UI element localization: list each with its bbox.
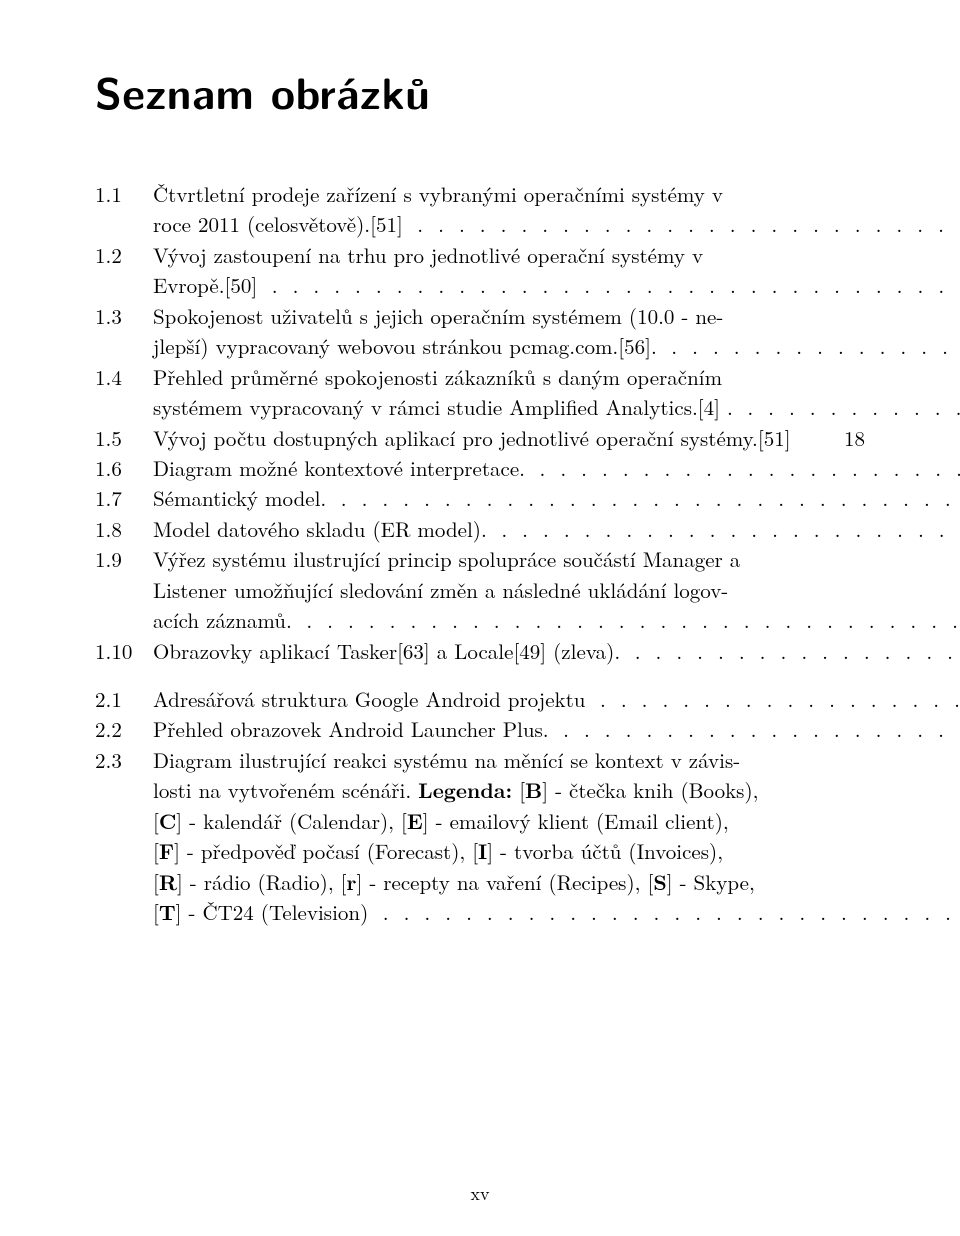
lof-entry-text: Sémantický model. . . . . . . . . . . . … [153, 483, 960, 513]
lof-entry-lasttext: Evropě.[50] [153, 270, 257, 300]
lof-entry-number: 2.3 [95, 745, 153, 775]
lof-entry-text: Přehled obrazovek Android Launcher Plus.… [153, 714, 960, 744]
lof-entry-lastline: Přehled obrazovek Android Launcher Plus.… [153, 714, 960, 744]
lof-entry-lasttext: [T] - ČT24 (Television) [153, 897, 368, 927]
lof-entry: 2.1Adresářová struktura Google Android p… [95, 684, 865, 714]
lof-entry-line: [F] - předpověď počasí (Forecast), [I] -… [153, 836, 960, 866]
lof-entry-line: losti na vytvořeném scénáři. Legenda: [B… [153, 775, 960, 805]
lof-entry-lastline: Vývoj počtu dostupných aplikací pro jedn… [153, 423, 865, 453]
lof-entry-number: 1.5 [95, 423, 153, 453]
lof-entry: 1.1Čtvrtletní prodeje zařízení s vybraný… [95, 179, 865, 240]
lof-entry-lastline: Diagram možné kontextové interpretace. .… [153, 453, 960, 483]
lof-entry-number: 1.4 [95, 362, 153, 392]
lof-entry-lastline: Sémantický model. . . . . . . . . . . . … [153, 483, 960, 513]
lof-entry-lastline: roce 2011 (celosvětově).[51] . . . . . .… [153, 209, 960, 239]
lof-entry: 1.7Sémantický model. . . . . . . . . . .… [95, 483, 865, 513]
lof-entry-page: 18 [827, 423, 865, 453]
lof-entry-number: 1.8 [95, 514, 153, 544]
lof-entry-number: 1.7 [95, 483, 153, 513]
page: Seznam obrázků 1.1Čtvrtletní prodeje zař… [0, 0, 960, 1236]
lof-entry-number: 1.10 [95, 636, 153, 666]
dot-leader: . . . . . . . . . . . . . . . . . . . . … [413, 209, 960, 239]
lof-entry-text: Vývoj počtu dostupných aplikací pro jedn… [153, 423, 865, 453]
lof-entry-lastline: Evropě.[50] . . . . . . . . . . . . . . … [153, 270, 960, 300]
group-gap [95, 666, 865, 684]
lof-entry-text: Přehled průměrné spokojenosti zákazníků … [153, 362, 960, 423]
lof-entry-line: Výřez systému ilustrující princip spolup… [153, 544, 960, 574]
lof-entry-lasttext: Obrazovky aplikací Tasker[63] a Locale[4… [153, 636, 620, 666]
lof-entry-text: Diagram možné kontextové interpretace. .… [153, 453, 960, 483]
lof-entry-lastline: systémem vypracovaný v rámci studie Ampl… [153, 392, 960, 422]
lof-entry: 1.2Vývoj zastoupení na trhu pro jednotli… [95, 240, 865, 301]
lof-entry: 1.3Spokojenost uživatelů s jejich operač… [95, 301, 865, 362]
dot-leader: . . . . . . . . . . . . . . . . . . . . … [559, 714, 960, 744]
dot-leader: . . . . . . . . . . . . . . . . . . . . … [631, 636, 960, 666]
lof-entry-lasttext: systémem vypracovaný v rámci studie Ampl… [153, 392, 733, 422]
lof-entry-lasttext: Sémantický model. [153, 483, 326, 513]
lof-entry-lasttext: acích záznamů. [153, 605, 292, 635]
lof-entry-lastline: acích záznamů. . . . . . . . . . . . . .… [153, 605, 960, 635]
dot-leader: . . . . . . . . . . . . . . . . . . . . … [302, 605, 960, 635]
dot-leader: . . . . . . . . . . . . . . . . . . . . … [379, 897, 960, 927]
lof-entry-text: Čtvrtletní prodeje zařízení s vybranými … [153, 179, 960, 240]
lof-entry-number: 1.2 [95, 240, 153, 270]
dot-leader: . . . . . . . . . . . . . . . . . . . . … [337, 483, 960, 513]
lof-entry-line: Spokojenost uživatelů s jejich operačním… [153, 301, 960, 331]
lof-entry-line: [C] - kalendář (Calendar), [E] - emailov… [153, 806, 960, 836]
lof-entry-lastline: Model datového skladu (ER model). . . . … [153, 514, 960, 544]
page-title: Seznam obrázků [95, 60, 865, 123]
lof-entry-lasttext: jlepší) vypracovaný webovou stránkou pcm… [153, 331, 657, 361]
lof-entry-lastline: [T] - ČT24 (Television) . . . . . . . . … [153, 897, 960, 927]
list-of-figures: 1.1Čtvrtletní prodeje zařízení s vybraný… [95, 179, 865, 928]
lof-entry-number: 1.6 [95, 453, 153, 483]
lof-entry-lasttext: Vývoj počtu dostupných aplikací pro jedn… [153, 423, 791, 453]
lof-entry-text: Adresářová struktura Google Android proj… [153, 684, 960, 714]
lof-entry-line: [R] - rádio (Radio), [r] - recepty na va… [153, 867, 960, 897]
page-number-footer: xv [0, 1181, 960, 1206]
lof-entry-lastline: Adresářová struktura Google Android proj… [153, 684, 960, 714]
dot-leader: . . . . . . . . . . . . . . . . . . . . … [497, 514, 960, 544]
lof-entry-lasttext: roce 2011 (celosvětově).[51] [153, 209, 403, 239]
lof-entry: 1.4Přehled průměrné spokojenosti zákazní… [95, 362, 865, 423]
lof-entry-number: 1.9 [95, 544, 153, 574]
lof-entry-lasttext: Přehled obrazovek Android Launcher Plus. [153, 714, 549, 744]
lof-entry-number: 2.1 [95, 684, 153, 714]
lof-entry: 1.9Výřez systému ilustrující princip spo… [95, 544, 865, 635]
dot-leader: . . . . . . . . . . . . . . . . . . . . … [536, 453, 960, 483]
lof-entry-line: Přehled průměrné spokojenosti zákazníků … [153, 362, 960, 392]
lof-entry-lasttext: Model datového skladu (ER model). [153, 514, 487, 544]
lof-entry-number: 1.3 [95, 301, 153, 331]
lof-entry: 2.2Přehled obrazovek Android Launcher Pl… [95, 714, 865, 744]
lof-entry: 2.3Diagram ilustrující reakci systému na… [95, 745, 865, 928]
lof-entry-text: Obrazovky aplikací Tasker[63] a Locale[4… [153, 636, 960, 666]
lof-entry-text: Výřez systému ilustrující princip spolup… [153, 544, 960, 635]
lof-entry-lastline: jlepší) vypracovaný webovou stránkou pcm… [153, 331, 960, 361]
dot-leader: . . . . . . . . . . . . . . . . . . . . … [268, 270, 960, 300]
lof-entry-number: 2.2 [95, 714, 153, 744]
lof-entry: 1.6Diagram možné kontextové interpretace… [95, 453, 865, 483]
lof-entry-text: Vývoj zastoupení na trhu pro jednotlivé … [153, 240, 960, 301]
lof-entry-line: Diagram ilustrující reakci systému na mě… [153, 745, 960, 775]
lof-entry-lastline: Obrazovky aplikací Tasker[63] a Locale[4… [153, 636, 960, 666]
dot-leader: . . . . . . . . . . . . . . . . . . . . … [596, 684, 960, 714]
lof-entry-lasttext: Diagram možné kontextové interpretace. [153, 453, 525, 483]
lof-entry-lasttext: Adresářová struktura Google Android proj… [153, 684, 585, 714]
dot-leader: . . . . . . . . . . . . . . . . . . . . … [667, 331, 960, 361]
lof-entry: 1.8Model datového skladu (ER model). . .… [95, 514, 865, 544]
lof-entry-text: Spokojenost uživatelů s jejich operačním… [153, 301, 960, 362]
lof-entry: 1.5Vývoj počtu dostupných aplikací pro j… [95, 423, 865, 453]
lof-entry-number: 1.1 [95, 179, 153, 209]
lof-entry-text: Diagram ilustrující reakci systému na mě… [153, 745, 960, 928]
lof-entry-text: Model datového skladu (ER model). . . . … [153, 514, 960, 544]
lof-entry-line: Listener umožňující sledování změn a nás… [153, 575, 960, 605]
lof-entry: 1.10Obrazovky aplikací Tasker[63] a Loca… [95, 636, 865, 666]
lof-entry-line: Čtvrtletní prodeje zařízení s vybranými … [153, 179, 960, 209]
lof-entry-line: Vývoj zastoupení na trhu pro jednotlivé … [153, 240, 960, 270]
dot-leader: . . . . . . . . . . . . . . . . . . . . … [743, 392, 960, 422]
